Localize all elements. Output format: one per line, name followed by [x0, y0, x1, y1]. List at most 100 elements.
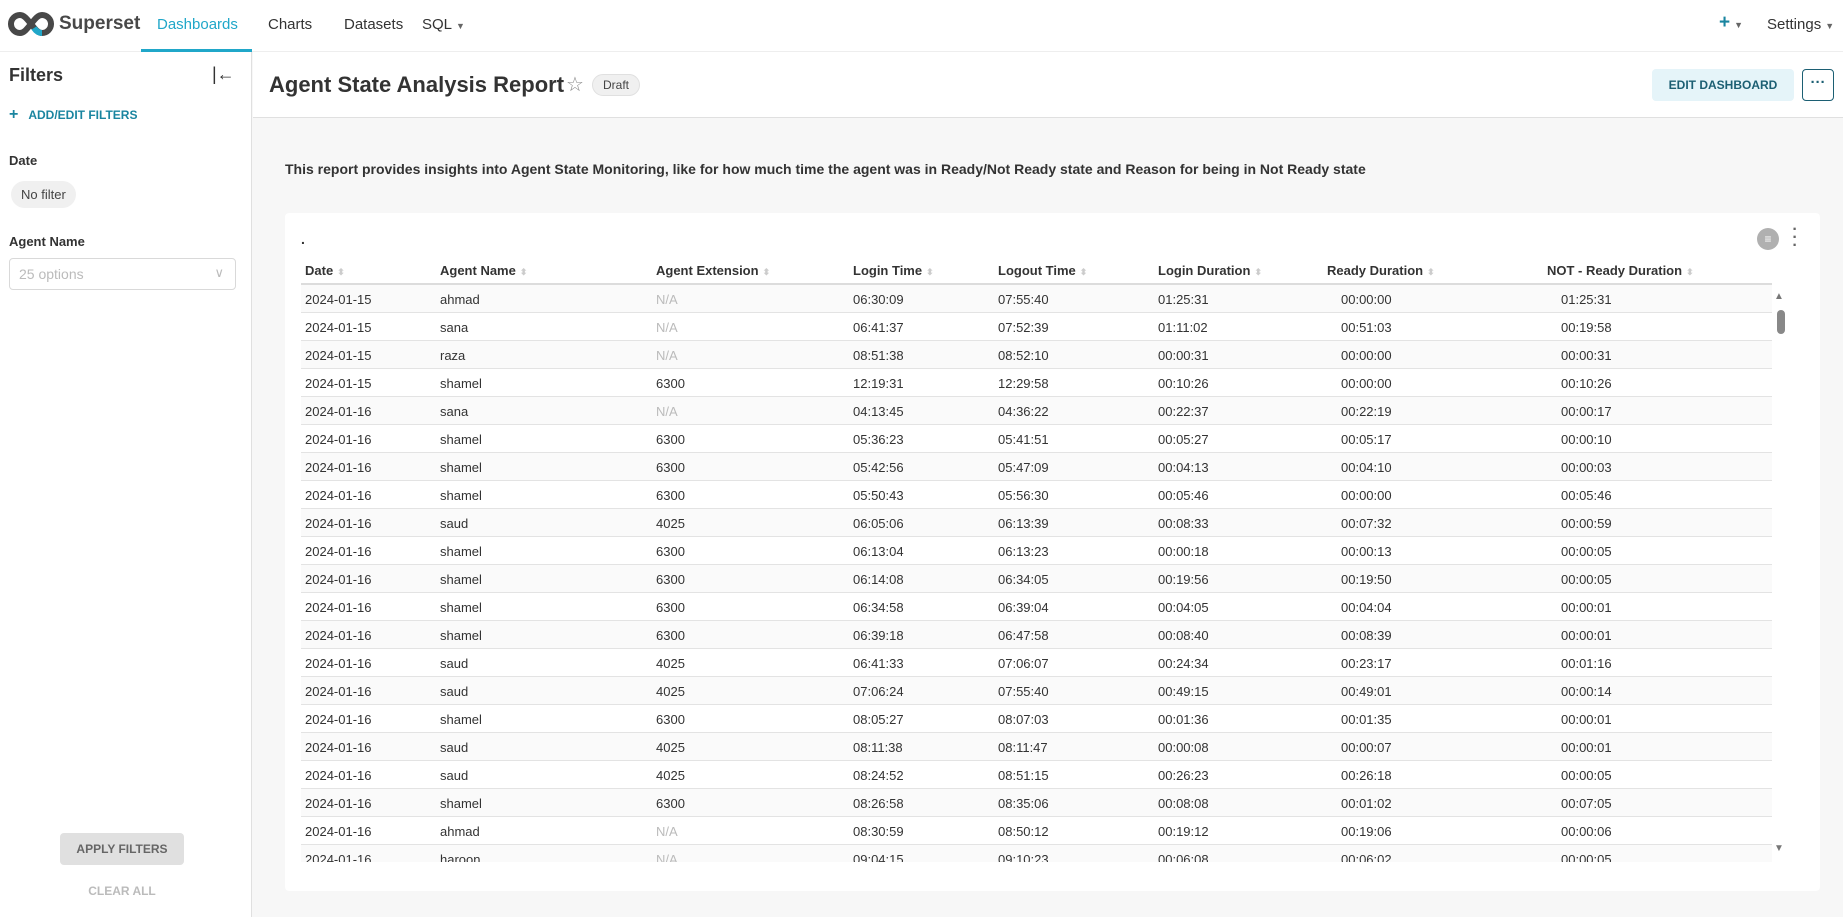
table-cell: 05:42:56 — [853, 460, 904, 475]
table-cell: 00:19:12 — [1158, 824, 1209, 839]
table-cell: 00:00:00 — [1341, 292, 1392, 307]
scroll-up-arrow-icon[interactable]: ▲ — [1774, 291, 1784, 302]
table-cell: 00:00:14 — [1561, 684, 1612, 699]
filter-sidebar: Filters |← + ADD/EDIT FILTERS Date No fil… — [0, 52, 252, 917]
nav-sql-label: SQL — [422, 16, 453, 33]
column-header[interactable]: Agent Name ⬍ — [440, 263, 527, 278]
sort-icon[interactable]: ⬍ — [1254, 267, 1262, 277]
table-cell: 00:00:59 — [1561, 516, 1612, 531]
column-header-label: Date — [305, 263, 334, 278]
column-header[interactable]: Login Time ⬍ — [853, 263, 934, 278]
edit-dashboard-button[interactable]: EDIT DASHBOARD — [1652, 69, 1794, 101]
table-cell: 00:26:18 — [1341, 768, 1392, 783]
filter-icon[interactable]: ≡ — [1757, 228, 1779, 250]
collapse-sidebar-icon[interactable]: |← — [212, 64, 235, 84]
table-cell: N/A — [656, 404, 678, 419]
table-cell: 08:35:06 — [998, 796, 1049, 811]
table-cell: 00:00:31 — [1561, 348, 1612, 363]
table-cell: 00:05:17 — [1341, 432, 1392, 447]
table-cell: 00:00:01 — [1561, 712, 1612, 727]
table-cell: 00:49:01 — [1341, 684, 1392, 699]
table-cell: 04:36:22 — [998, 404, 1049, 419]
table-cell: 07:55:40 — [998, 684, 1049, 699]
table-cell: 08:52:10 — [998, 348, 1049, 363]
caret-down-icon: ▼ — [456, 21, 465, 31]
scroll-down-arrow-icon[interactable]: ▼ — [1774, 843, 1784, 854]
agent-name-select[interactable]: 25 options ∨ — [9, 258, 236, 290]
table-cell: 4025 — [656, 656, 685, 671]
table-cell: 00:00:10 — [1561, 432, 1612, 447]
date-filter-value[interactable]: No filter — [11, 181, 76, 208]
settings-label: Settings — [1767, 16, 1822, 33]
table-cell: shamel — [440, 460, 482, 475]
table-cell: 06:47:58 — [998, 628, 1049, 643]
star-icon[interactable]: ☆ — [566, 74, 584, 96]
table-cell: shamel — [440, 376, 482, 391]
table-cell: 6300 — [656, 544, 685, 559]
table-cell: 2024-01-16 — [305, 404, 372, 419]
settings-menu[interactable]: Settings ▼ — [1767, 16, 1834, 33]
nav-dashboards[interactable]: Dashboards — [157, 16, 238, 33]
table-cell: 00:08:08 — [1158, 796, 1209, 811]
column-header[interactable]: NOT - Ready Duration ⬍ — [1547, 263, 1694, 278]
table-cell: 2024-01-16 — [305, 600, 372, 615]
table-cell: 00:19:06 — [1341, 824, 1392, 839]
column-header[interactable]: Date ⬍ — [305, 263, 345, 278]
sort-icon[interactable]: ⬍ — [519, 267, 528, 277]
chevron-down-icon: ∨ — [214, 265, 224, 280]
more-options-button[interactable]: ··· — [1802, 69, 1834, 101]
sort-icon[interactable]: ⬍ — [1079, 267, 1088, 277]
dashboard-title[interactable]: Agent State Analysis Report — [269, 72, 565, 97]
scrollbar-thumb[interactable] — [1777, 310, 1785, 334]
sort-icon[interactable]: ⬍ — [337, 267, 345, 277]
table-cell: 2024-01-16 — [305, 712, 372, 727]
superset-logo[interactable]: Superset — [8, 12, 140, 36]
agent-name-placeholder: 25 options — [19, 266, 84, 282]
table-row: 2024-01-16 haroon N/A 09:04:15 09:10:23 00:06… — [301, 845, 1772, 862]
plus-icon: + — [1719, 12, 1731, 33]
filters-title: Filters — [9, 65, 64, 85]
table-cell: 00:00:00 — [1341, 376, 1392, 391]
nav-datasets[interactable]: Datasets — [344, 16, 404, 33]
table-cell: 08:50:12 — [998, 824, 1049, 839]
table-cell: 07:06:07 — [998, 656, 1049, 671]
sort-icon[interactable]: ⬍ — [762, 267, 771, 277]
table-cell: 00:07:32 — [1341, 516, 1392, 531]
kebab-menu-icon[interactable]: · · · — [1792, 221, 1798, 254]
table-cell: 00:08:39 — [1341, 628, 1392, 643]
table-cell: saud — [440, 516, 469, 531]
new-menu[interactable]: + ▼ — [1719, 12, 1743, 34]
table-row: 2024-01-16 shamel 6300 05:50:43 05:56:30 00:0… — [301, 481, 1772, 509]
sort-icon[interactable]: ⬍ — [1686, 267, 1694, 277]
table-cell: 05:41:51 — [998, 432, 1049, 447]
column-header[interactable]: Ready Duration ⬍ — [1327, 263, 1435, 278]
table-cell: 00:22:19 — [1341, 404, 1392, 419]
table-header: Date ⬍ Agent Name ⬍ Agent Extension ⬍ Login Ti… — [301, 256, 1772, 285]
column-header-label: NOT - Ready Duration — [1547, 263, 1683, 278]
nav-charts[interactable]: Charts — [268, 16, 313, 33]
table-cell: 07:52:39 — [998, 320, 1049, 335]
top-navbar: Superset Dashboards Charts Datasets SQL ▼… — [0, 0, 1843, 52]
add-edit-filters-button[interactable]: + ADD/EDIT FILTERS — [9, 106, 137, 124]
apply-filters-button[interactable]: APPLY FILTERS — [60, 833, 184, 865]
table-cell: 06:14:08 — [853, 572, 904, 587]
nav-sql[interactable]: SQL ▼ — [422, 16, 465, 33]
table-cell: 08:51:15 — [998, 768, 1049, 783]
plus-icon: + — [9, 106, 19, 123]
table-row: 2024-01-15 ahmad N/A 06:30:09 07:55:40 01:25:… — [301, 285, 1772, 313]
table-cell: 00:00:18 — [1158, 544, 1209, 559]
table-cell: 00:00:01 — [1561, 628, 1612, 643]
table-cell: 08:26:58 — [853, 796, 904, 811]
clear-all-button[interactable]: CLEAR ALL — [88, 884, 156, 898]
column-header[interactable]: Logout Time ⬍ — [998, 263, 1087, 278]
active-tab-indicator — [141, 49, 252, 52]
column-header[interactable]: Agent Extension ⬍ — [656, 263, 770, 278]
column-header[interactable]: Login Duration ⬍ — [1158, 263, 1262, 278]
sort-icon[interactable]: ⬍ — [926, 267, 934, 277]
table-row: 2024-01-16 saud 4025 08:24:52 08:51:15 00:26:… — [301, 761, 1772, 789]
table-cell: 06:13:04 — [853, 544, 904, 559]
table-cell: 4025 — [656, 516, 685, 531]
table-cell: 06:41:37 — [853, 320, 904, 335]
table-row: 2024-01-16 ahmad N/A 08:30:59 08:50:12 00:19:… — [301, 817, 1772, 845]
sort-icon[interactable]: ⬍ — [1427, 267, 1435, 277]
